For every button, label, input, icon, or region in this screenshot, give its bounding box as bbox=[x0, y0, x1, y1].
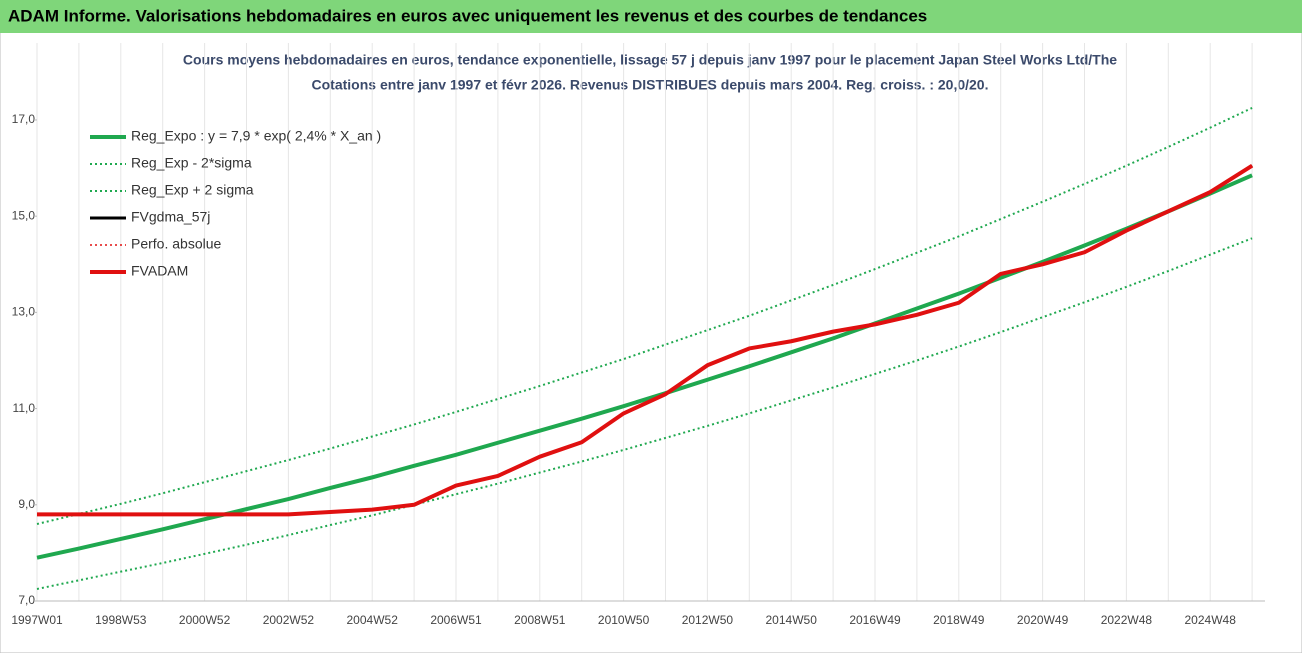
chart-title: ADAM Informe. Valorisations hebdomadaire… bbox=[8, 6, 927, 25]
x-tick-label: 2008W51 bbox=[514, 613, 566, 627]
y-tick-label: 7,0 bbox=[18, 593, 35, 607]
legend-label: FVADAM bbox=[131, 263, 188, 279]
x-tick-label: 2020W49 bbox=[1017, 613, 1069, 627]
series-line bbox=[36, 237, 1253, 590]
series-line bbox=[36, 107, 1253, 526]
x-tick-label: 2022W48 bbox=[1101, 613, 1153, 627]
x-tick-label: 1998W53 bbox=[95, 613, 147, 627]
y-tick-label: 9,0 bbox=[18, 497, 35, 511]
x-tick-label: 2018W49 bbox=[933, 613, 985, 627]
legend-label: Reg_Expo : y = 7,9 * exp( 2,4% * X_an ) bbox=[131, 128, 381, 144]
x-tick-label: 2016W49 bbox=[849, 613, 901, 627]
x-tick-label: 1997W01 bbox=[11, 613, 63, 627]
legend-label: Reg_Exp + 2 sigma bbox=[131, 182, 254, 198]
legend-label: Reg_Exp - 2*sigma bbox=[131, 155, 252, 171]
x-tick-label: 2024W48 bbox=[1185, 613, 1237, 627]
y-tick-label: 15,0 bbox=[12, 208, 36, 222]
subtitle: Cours moyens hebdomadaires en euros, ten… bbox=[183, 52, 1117, 68]
x-tick-label: 2002W52 bbox=[263, 613, 315, 627]
x-tick-label: 2010W50 bbox=[598, 613, 650, 627]
x-tick-label: 2004W52 bbox=[347, 613, 399, 627]
series-line bbox=[36, 173, 1253, 560]
x-tick-label: 2006W51 bbox=[430, 613, 482, 627]
y-tick-label: 13,0 bbox=[12, 305, 36, 319]
subtitle: Cotations entre janv 1997 et févr 2026. … bbox=[312, 77, 989, 93]
legend-label: Perfo. absolue bbox=[131, 236, 221, 252]
series-line bbox=[37, 163, 1254, 517]
legend-label: FVgdma_57j bbox=[131, 209, 210, 225]
x-tick-label: 2000W52 bbox=[179, 613, 231, 627]
y-tick-label: 17,0 bbox=[12, 112, 36, 126]
title-bar bbox=[0, 0, 1302, 33]
x-tick-label: 2014W50 bbox=[766, 613, 818, 627]
x-tick-label: 2012W50 bbox=[682, 613, 734, 627]
y-tick-label: 11,0 bbox=[13, 401, 36, 415]
